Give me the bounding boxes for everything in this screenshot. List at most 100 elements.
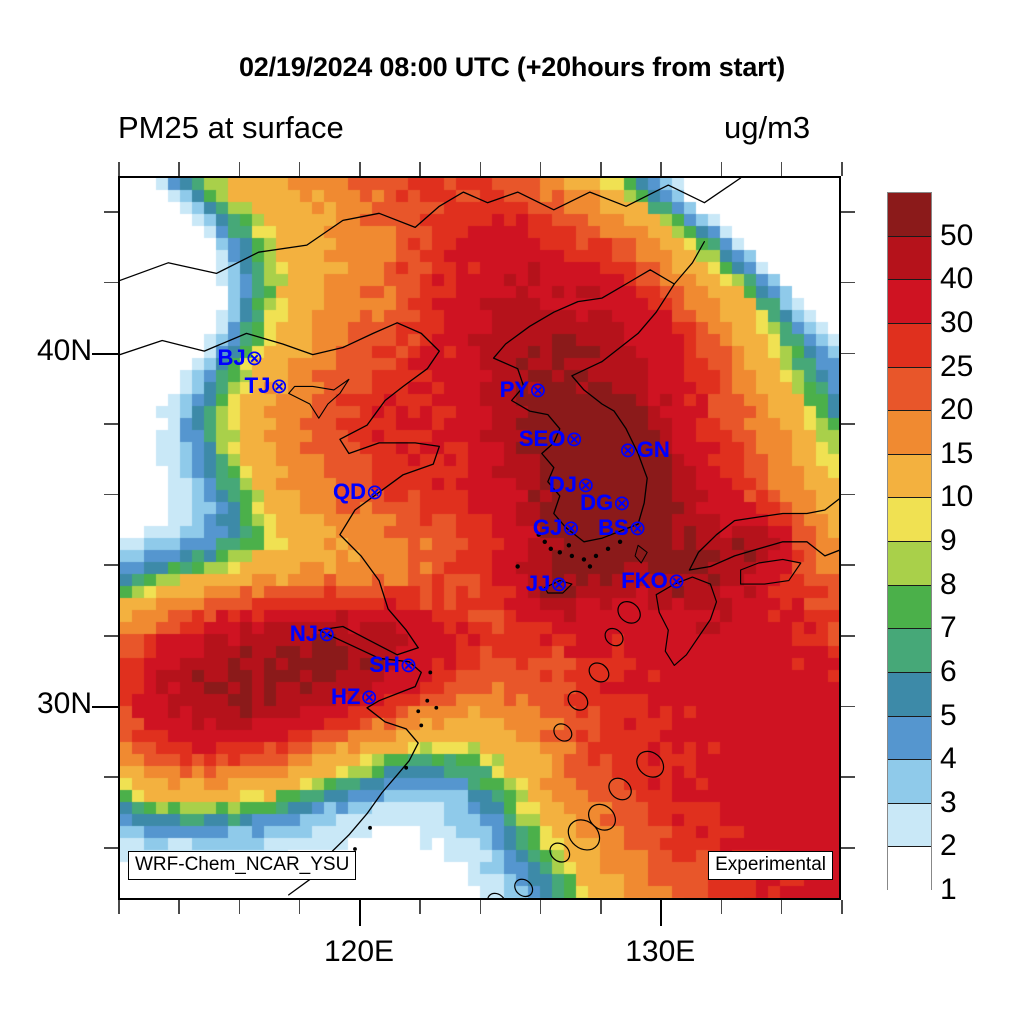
island-dot — [416, 709, 421, 714]
coastline-path — [288, 378, 350, 419]
city-marker-JJ[interactable]: JJ⊗ — [526, 573, 568, 597]
colorbar-band — [888, 760, 931, 804]
axis-tick — [780, 900, 783, 914]
city-marker-PY[interactable]: PY⊗ — [500, 378, 547, 402]
island-dot — [353, 847, 357, 851]
map-plot-area[interactable]: BJ⊗ TJ⊗ QD⊗ NJ⊗ SH⊗ HZ⊗ PY⊗ SEO⊗ ⊗GN DJ⊗ DG⊗ GJ⊗ BS⊗… — [118, 176, 841, 900]
city-marker-BJ[interactable]: BJ⊗ — [218, 347, 264, 371]
colorbar-tick-30: 30 — [940, 305, 974, 339]
x-axis-label-130E: 130E — [625, 935, 696, 968]
island-dot — [569, 553, 575, 559]
colorbar-tick-20: 20 — [940, 393, 974, 427]
city-marker-icon: ⊗ — [562, 516, 580, 540]
city-label: HZ — [331, 684, 361, 710]
city-marker-icon: ⊗ — [270, 375, 288, 399]
axis-tick — [600, 900, 602, 914]
axis-tick — [841, 281, 855, 284]
island-outline — [588, 662, 610, 683]
city-marker-GN[interactable]: ⊗GN — [619, 436, 670, 462]
axis-tick — [841, 564, 855, 566]
city-marker-NJ[interactable]: NJ⊗ — [290, 622, 336, 645]
city-marker-icon: ⊗ — [619, 438, 637, 462]
axis-tick — [660, 162, 662, 176]
axis-tick — [104, 635, 118, 637]
axis-tick — [298, 162, 301, 176]
colorbar-tick-4: 4 — [940, 742, 957, 776]
axis-tick — [104, 564, 118, 566]
island-dot — [419, 723, 424, 728]
colorbar-tick-3: 3 — [940, 785, 957, 819]
city-marker-icon: ⊗ — [245, 347, 264, 371]
city-marker-DG[interactable]: DG⊗ — [580, 489, 631, 515]
colorbar — [887, 192, 932, 891]
island-outline — [567, 819, 601, 851]
colorbar-band — [888, 367, 931, 412]
island-dot — [425, 698, 430, 703]
island-outline — [608, 777, 632, 801]
island-outline — [617, 601, 641, 624]
coastline-path — [634, 544, 648, 564]
axis-tick — [359, 900, 361, 926]
city-marker-TJ[interactable]: TJ⊗ — [244, 373, 288, 399]
axis-tick — [841, 776, 855, 778]
island-dot — [617, 539, 623, 544]
colorbar-band — [888, 672, 931, 717]
city-marker-icon: ⊗ — [529, 378, 547, 402]
coastline-path — [288, 625, 422, 896]
axis-tick — [104, 493, 118, 496]
axis-tick — [780, 162, 783, 176]
axis-tick — [660, 900, 663, 926]
city-marker-icon: ⊗ — [366, 481, 384, 505]
island-dot — [605, 546, 611, 552]
island-outline — [514, 878, 534, 898]
axis-tick — [104, 211, 118, 213]
axis-tick — [841, 847, 855, 849]
city-label: TJ — [244, 373, 271, 399]
pm25-heatmap-canvas — [120, 178, 839, 898]
axis-tick — [359, 162, 361, 176]
city-marker-SH[interactable]: SH⊗ — [369, 652, 417, 678]
axis-tick — [539, 900, 542, 914]
city-marker-DJ[interactable]: DJ⊗ — [549, 474, 595, 497]
axis-tick — [419, 900, 421, 914]
colorbar-band — [888, 803, 931, 848]
island-outline — [636, 750, 665, 778]
colorbar-tick-50: 50 — [940, 218, 974, 252]
island-dot — [548, 546, 553, 552]
city-marker-SEO[interactable]: SEO⊗ — [519, 428, 583, 451]
city-marker-BS[interactable]: BS⊗ — [598, 514, 647, 540]
city-marker-FKO[interactable]: FKO⊗ — [621, 569, 685, 592]
island-dot — [593, 553, 599, 559]
x-axis-label-120E: 120E — [323, 935, 395, 968]
city-marker-icon: ⊗ — [628, 516, 647, 540]
colorbar-tick-25: 25 — [940, 349, 974, 383]
colorbar-band — [888, 585, 931, 630]
axis-tick — [841, 211, 855, 213]
colorbar-band — [888, 280, 931, 324]
axis-tick — [600, 162, 602, 176]
city-label: BS — [598, 514, 629, 540]
coastline-overlay — [120, 178, 839, 898]
city-marker-GJ[interactable]: GJ⊗ — [533, 516, 580, 540]
city-label: DG — [580, 489, 614, 515]
city-marker-QD[interactable]: QD⊗ — [333, 481, 384, 505]
axis-tick — [479, 900, 481, 914]
city-marker-HZ[interactable]: HZ⊗ — [331, 684, 378, 710]
axis-tick — [841, 705, 855, 708]
coastline-path — [120, 322, 440, 649]
colorbar-band — [888, 629, 931, 673]
city-marker-icon: ⊗ — [613, 491, 631, 515]
pm25-raster-field — [120, 178, 839, 898]
city-label: GN — [636, 436, 670, 462]
axis-tick — [178, 900, 180, 914]
axis-tick — [104, 776, 118, 778]
coastline-path — [492, 269, 675, 543]
city-marker-icon: ⊗ — [550, 573, 568, 597]
coastline-path — [655, 576, 718, 666]
coastline-path — [673, 241, 705, 285]
y-axis-label-40N: 40N — [36, 333, 92, 367]
city-label: SH — [369, 652, 400, 678]
island-dot — [428, 670, 433, 675]
colorbar-tick-10: 10 — [940, 480, 974, 514]
model-label: WRF-Chem_NCAR_YSU — [128, 851, 357, 880]
